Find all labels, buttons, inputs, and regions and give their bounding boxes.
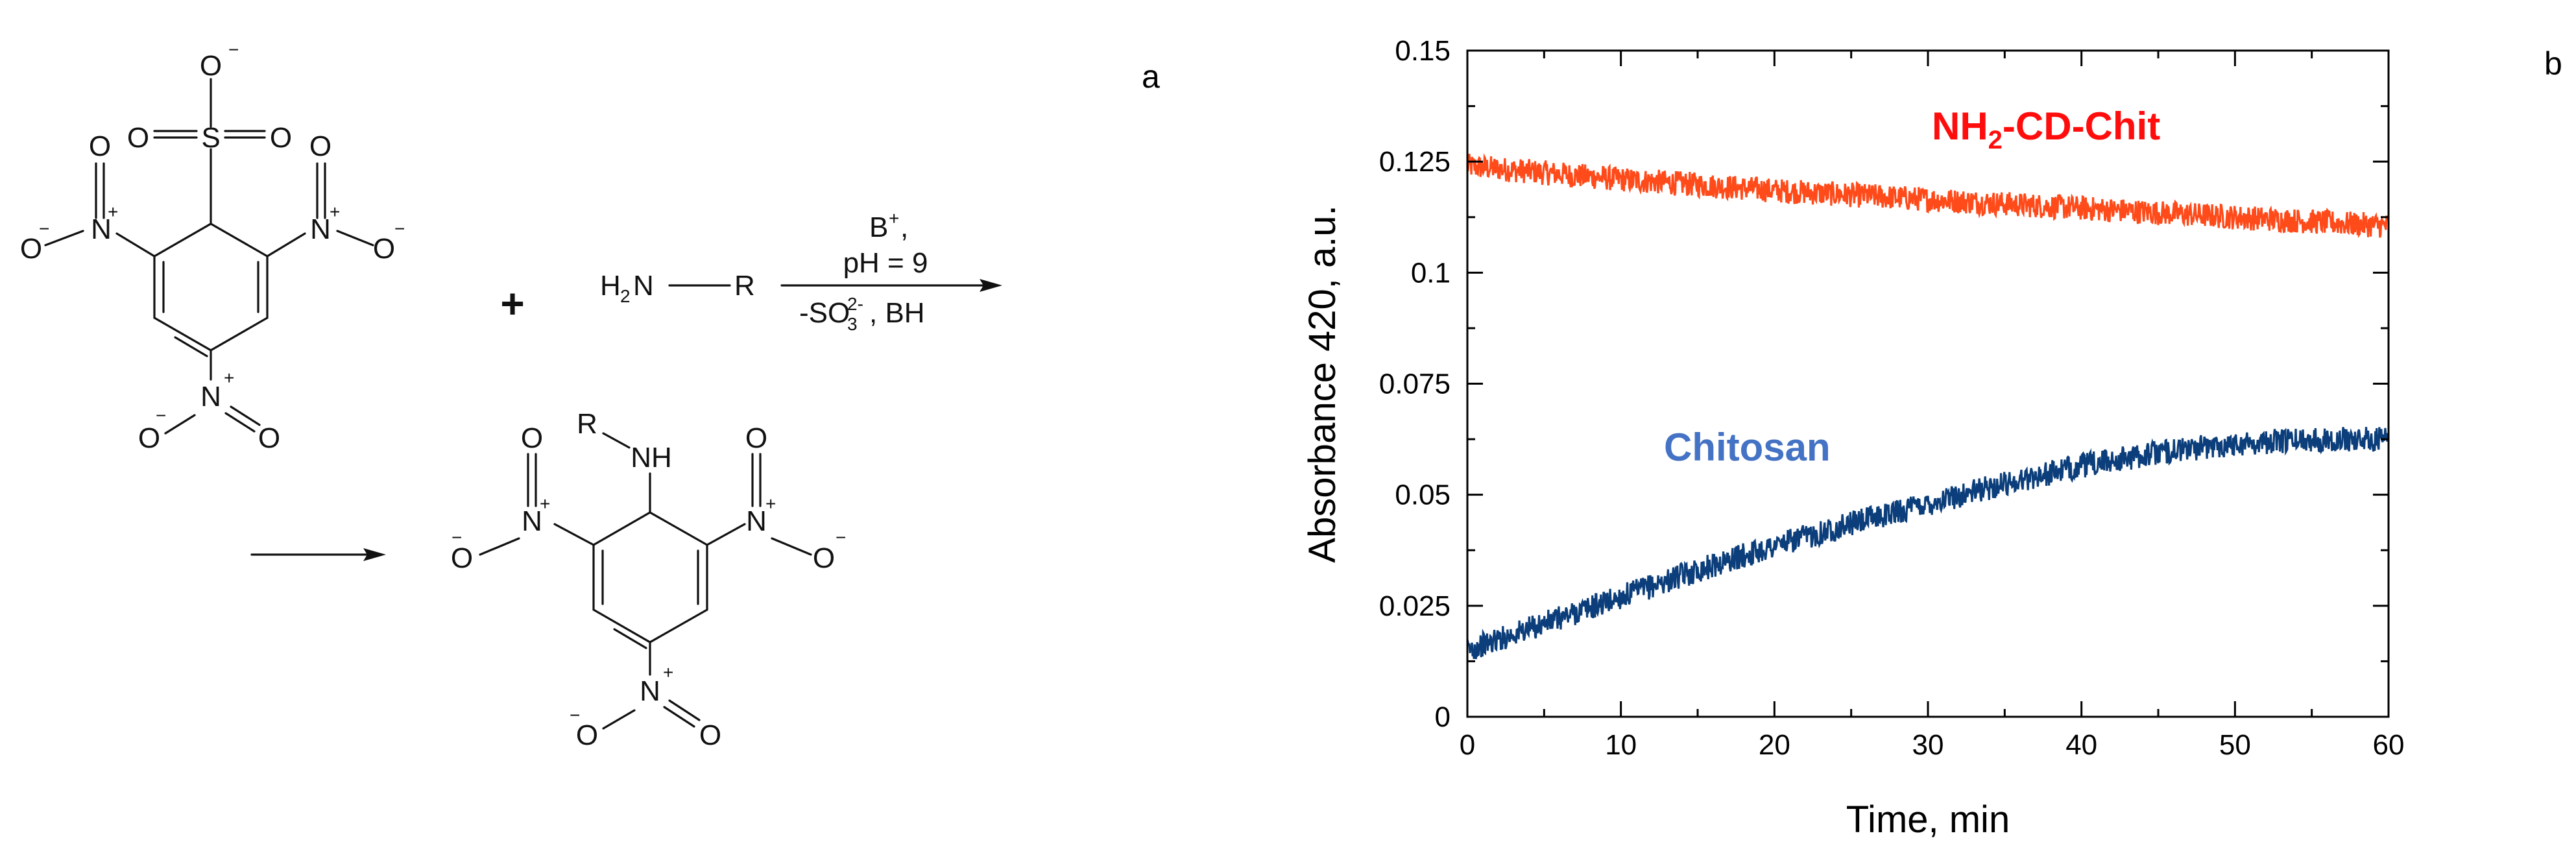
y-tick-label: 0.1 [1411,257,1451,289]
x-tick-label: 10 [1605,729,1637,761]
series-label-chitosan: Chitosan [1664,426,1831,469]
nitro-n-right: N [310,213,331,245]
x-axis-title: Time, min [1846,799,2010,841]
product-nitro-o-left-top: O [521,422,543,454]
product-r: R [577,408,597,440]
condition-byproduct-sub: 3 [847,314,858,334]
x-tick-label: 20 [1759,729,1790,761]
panel-label-a: a [1142,58,1160,95]
reaction-plus-sign: + [500,280,524,327]
nitro-plus-right: + [330,202,340,222]
x-tick-label: 40 [2065,729,2097,761]
product-nitro-minus-left: − [451,527,462,547]
nitro-o-right-bottom: O [373,233,395,265]
nitro-o-right-top: O [309,130,331,162]
y-tick-label: 0.05 [1395,479,1451,511]
product-nitro-n-left: N [522,505,542,537]
nitro-o-para-right: O [258,422,280,454]
nitro-n-left: N [91,213,112,245]
nitro-minus-right: − [394,219,405,239]
product-nh: NH [631,442,672,474]
series-line-0 [1466,153,2389,238]
product-nitro-minus-right: − [836,527,846,547]
nitro-o-left-bottom: O [20,233,42,265]
nitro-o-para-left: O [138,422,160,454]
nitro-plus-para: + [224,368,234,388]
absorbance-chart: 0 10 20 30 40 50 60 0 0.025 0.05 0.075 0.1 0.125 0.15… [1301,35,2404,841]
x-tick-label: 0 [1460,729,1475,761]
series-label-nh2-cd-chit: NH2-CD-Chit [1932,104,2160,154]
amine-r: R [734,270,755,302]
y-tick-label: 0.15 [1395,35,1451,67]
product-molecule: NH R N + O O − N + O O − [451,408,846,751]
y-tick-label: 0.025 [1379,590,1451,622]
condition-byproduct: -SO [799,297,850,329]
amine-n: N [633,270,654,302]
y-axis-title: Absorbance 420, a.u. [1301,205,1343,562]
plot-frame [1466,49,2390,718]
sulfonate-charge: − [228,40,239,60]
product-nitro-o-right-bottom: O [813,542,835,574]
product-nitro-plus-para: + [663,662,673,682]
product-arrow [250,548,386,561]
product-nitro-o-right-top: O [745,422,767,454]
x-tick-label: 30 [1912,729,1944,761]
chart-ticks-layer: 0 10 20 30 40 50 60 0 0.025 0.05 0.075 0.1 0.125 0.15 [1379,35,2405,761]
condition-byproduct-sup: 2- [847,294,863,314]
product-nitro-n-right: N [746,505,767,537]
series-line-1 [1466,427,2390,660]
nitro-o-left-top: O [89,130,111,162]
amine-h-sub: 2 [620,286,631,306]
condition-base-comma: , [900,211,908,243]
amine-h: H [600,270,621,302]
reaction-arrow: B + , pH = 9 -SO 3 2- , BH [780,208,1002,334]
oxo-o-left: O [127,122,149,154]
sulfonate-o: O [200,50,222,82]
oxo-o-right: O [270,122,292,154]
product-nitro-o-para-right: O [699,719,721,751]
sulfonyl-s: S [201,122,220,154]
product-nitro-o-para-left: O [576,719,598,751]
product-nitro-minus-para: − [570,705,580,725]
product-nitro-o-left-bottom: O [451,542,473,574]
x-tick-label: 60 [2373,729,2405,761]
nitro-plus-left: + [108,202,118,222]
x-tick-label: 50 [2219,729,2251,761]
nitro-minus-left: − [39,219,49,239]
tnbs-molecule: S O O O − N + O O − N + O O − [20,40,405,454]
y-tick-label: 0.125 [1379,146,1451,178]
nitro-n-para: N [200,381,221,413]
condition-base-sup: + [889,208,899,228]
condition-byproduct-suffix: , BH [869,297,925,329]
product-nitro-plus-right: + [765,494,776,514]
y-tick-label: 0 [1435,701,1451,733]
reaction-scheme: S O O O − N + O O − N + O O − [20,40,1002,751]
product-nitro-plus-left: + [540,494,550,514]
y-tick-label: 0.075 [1379,368,1451,400]
condition-ph: pH = 9 [843,247,928,279]
condition-base: B [869,211,888,243]
panel-label-b: b [2544,45,2562,82]
nitro-minus-para: − [156,405,166,426]
chart-series-layer [1466,153,2390,660]
product-nitro-n-para: N [640,675,660,707]
amine-reactant: H 2 N R [600,270,755,306]
